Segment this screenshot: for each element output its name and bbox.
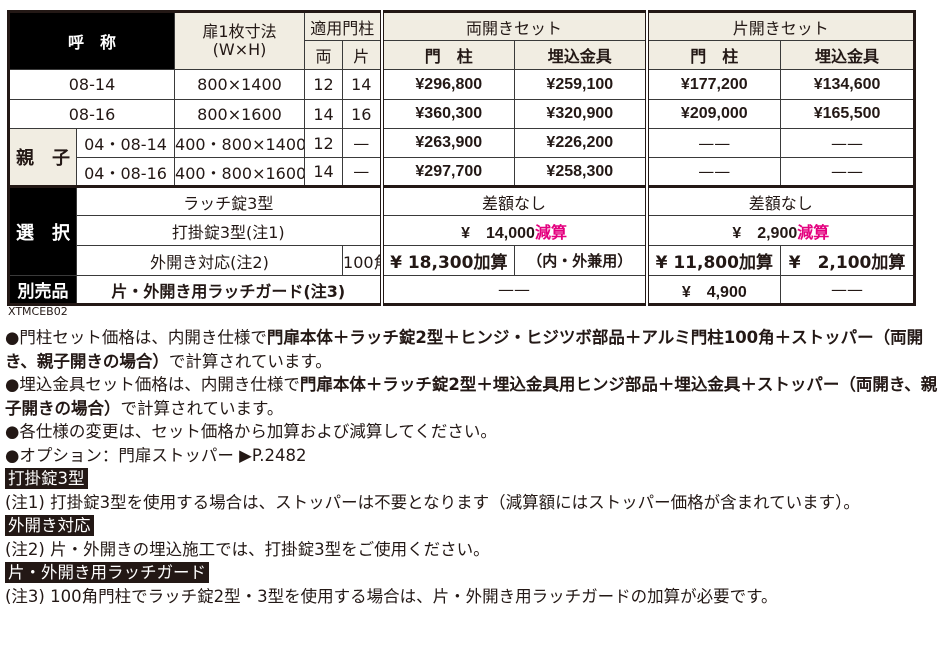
price-table: 呼 称 扉1枚寸法 (W×H) 適用門柱 両開きセット 片開きセット 両 片 門 …	[7, 10, 917, 306]
row-post-double: 12	[304, 128, 344, 158]
row-size: 800×1400	[174, 69, 306, 100]
latch3-label: ラッチ錠3型	[75, 185, 383, 216]
row-double-embed-price: ¥320,900	[514, 99, 648, 129]
header-size: 扉1枚寸法 (W×H)	[174, 11, 306, 70]
row-name: 04・08-14	[75, 128, 176, 158]
header-post-double: 両	[304, 40, 344, 70]
row-double-post-price: ¥297,700	[379, 157, 516, 187]
row-post-single: 14	[342, 69, 383, 100]
row-post-double: 14	[304, 157, 344, 187]
row-single-post-price: ¥177,200	[644, 69, 782, 100]
notes: ●門柱セット価格は、内開き仕様で門扉本体＋ラッチ錠2型＋ヒンジ・ヒジツボ部品＋ア…	[5, 326, 940, 608]
row-name: 08-16	[7, 99, 176, 129]
outward-single-a: ¥ 11,800加算	[644, 245, 782, 276]
oyako-label: 親 子	[8, 128, 77, 187]
note-2: ●埋込金具セット価格は、内開き仕様で門扉本体＋ラッチ錠2型＋埋込金具用ヒンジ部品…	[5, 375, 938, 418]
caution-2: (注2) 片・外開きの埋込施工では、打掛錠3型をご使用ください。	[5, 539, 490, 559]
heading-outward: 外開き対応	[5, 515, 94, 536]
header-single-embed: 埋込金具	[780, 40, 916, 70]
outward-label: 外開き対応(注2)	[75, 245, 344, 276]
row-double-embed-price: ¥258,300	[514, 157, 648, 187]
heading-uchikake: 打掛錠3型	[5, 468, 88, 489]
caution-3: (注3) 100角門柱でラッチ錠2型・3型を使用する場合は、片・外開き用ラッチガ…	[5, 586, 778, 606]
heading-latch-guard: 片・外開き用ラッチガード	[5, 562, 209, 583]
row-size: 800×1600	[174, 99, 306, 129]
row-size: 400・800×1400	[174, 128, 306, 158]
separate-label: 別売品	[8, 275, 77, 305]
row-post-single: —	[342, 128, 383, 158]
table-row: 選 択 ラッチ錠3型 差額なし 差額なし	[8, 185, 916, 276]
row-single-post-price: ——	[644, 157, 782, 187]
outward-single-b: ¥ 2,100加算	[780, 245, 916, 276]
note-1: ●門柱セット価格は、内開き仕様で門扉本体＋ラッチ錠2型＋ヒンジ・ヒジツボ部品＋ア…	[5, 328, 924, 371]
row-single-embed-price: ——	[780, 128, 916, 158]
product-code: XTMCEB02	[8, 305, 68, 318]
caution-1: (注1) 打掛錠3型を使用する場合は、ストッパーは不要となります（減算額にはスト…	[5, 492, 860, 512]
header-double-embed: 埋込金具	[514, 40, 648, 70]
table-row: 外開き対応(注2) 100角 ¥ 18,300加算 （内・外兼用） ¥ 11,8…	[9, 245, 916, 276]
header-name: 呼 称	[7, 11, 176, 70]
uchikake-double: ¥ 14,000減算	[379, 215, 648, 246]
row-double-embed-price: ¥226,200	[514, 128, 648, 158]
row-post-double: 12	[304, 69, 344, 100]
row-single-embed-price: ——	[780, 157, 916, 187]
table-row: 04・08-16 400・800×1600 14 — ¥297,700 ¥258…	[9, 157, 916, 187]
header-single-post: 門 柱	[644, 40, 782, 70]
table-row: 08-16 800×1600 14 16 ¥360,300 ¥320,900 ¥…	[7, 99, 916, 129]
outward-double-b: （内・外兼用）	[514, 245, 648, 276]
row-single-post-price: ¥209,000	[644, 99, 782, 129]
header-double-set: 両開きセット	[379, 11, 648, 41]
row-single-post-price: ——	[644, 128, 782, 158]
header-post-single: 片	[342, 40, 383, 70]
row-double-post-price: ¥296,800	[379, 69, 516, 100]
row-name: 04・08-16	[75, 157, 176, 187]
header-post: 適用門柱	[304, 11, 383, 41]
table-row: 08-14 800×1400 12 14 ¥296,800 ¥259,100 ¥…	[7, 69, 916, 100]
row-single-embed-price: ¥134,600	[780, 69, 916, 100]
row-post-single: 16	[342, 99, 383, 129]
separate-single-post: ¥ 4,900	[644, 275, 782, 305]
separate-double: ——	[379, 275, 648, 305]
table-row: 別売品 片・外開き用ラッチガード(注3) —— ¥ 4,900 ——	[8, 275, 916, 305]
uchikake-label: 打掛錠3型(注1)	[75, 215, 383, 246]
separate-item: 片・外開き用ラッチガード(注3)	[75, 275, 383, 305]
row-name: 08-14	[7, 69, 176, 100]
latch3-double: 差額なし	[379, 185, 648, 216]
outward-post: 100角	[342, 245, 383, 276]
row-post-single: —	[342, 157, 383, 187]
row-double-post-price: ¥360,300	[379, 99, 516, 129]
header-double-post: 門 柱	[379, 40, 516, 70]
uchikake-single: ¥ 2,900減算	[644, 215, 916, 246]
table-row: 親 子 04・08-14 400・800×1400 12 — ¥263,900 …	[8, 128, 916, 187]
separate-single-embed: ——	[780, 275, 916, 305]
row-size: 400・800×1600	[174, 157, 306, 187]
outward-double-a: ¥ 18,300加算	[379, 245, 516, 276]
row-double-embed-price: ¥259,100	[514, 69, 648, 100]
latch3-single: 差額なし	[644, 185, 916, 216]
note-4: ●オプション：門扉ストッパー ▶P.2482	[5, 445, 307, 465]
row-single-embed-price: ¥165,500	[780, 99, 916, 129]
note-3: ●各仕様の変更は、セット価格から加算および減算してください。	[5, 422, 497, 441]
table-row: 打掛錠3型(注1) ¥ 14,000減算 ¥ 2,900減算	[9, 215, 916, 246]
header-single-set: 片開きセット	[644, 11, 916, 41]
row-post-double: 14	[304, 99, 344, 129]
select-label: 選 択	[8, 185, 77, 276]
row-double-post-price: ¥263,900	[379, 128, 516, 158]
